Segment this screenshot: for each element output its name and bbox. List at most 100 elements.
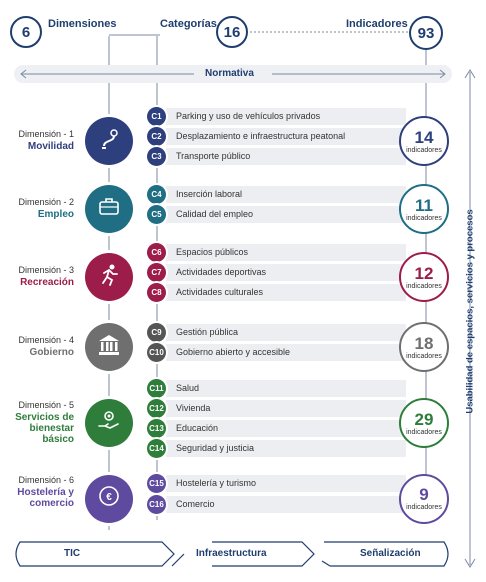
normativa-arrow bbox=[20, 69, 446, 79]
indicator-count: 14 bbox=[414, 127, 434, 147]
category-code: C9 bbox=[147, 323, 166, 342]
svg-text:€: € bbox=[106, 492, 112, 503]
indicator-count: 18 bbox=[414, 333, 434, 353]
category-code: C10 bbox=[147, 343, 166, 362]
dimensiones-count: 6 bbox=[10, 16, 42, 48]
infraestructura-label: Infraestructura bbox=[196, 548, 267, 559]
category-label: Calidad del empleo bbox=[176, 209, 254, 219]
dimension-number: Dimensión - 2 bbox=[18, 196, 74, 207]
categorias-label: Categorías bbox=[160, 18, 217, 30]
category-row-bg bbox=[166, 420, 406, 437]
indicadores-count: 93 bbox=[409, 16, 443, 50]
hand-gear-icon bbox=[96, 408, 122, 439]
category-label: Gestión pública bbox=[176, 327, 239, 337]
category-label: Vivienda bbox=[176, 403, 211, 413]
category-label: Transporte público bbox=[176, 151, 251, 161]
category-row-bg bbox=[166, 284, 406, 301]
map-route-icon bbox=[96, 126, 122, 157]
category-code: C13 bbox=[147, 419, 166, 438]
indicator-unit: indicadores bbox=[406, 504, 442, 511]
category-code: C1 bbox=[147, 107, 166, 126]
government-building-icon bbox=[96, 332, 122, 363]
category-label: Educación bbox=[176, 423, 219, 433]
category-label: Gobierno abierto y accesible bbox=[176, 347, 291, 357]
category-row-bg bbox=[166, 108, 406, 125]
indicator-unit: indicadores bbox=[406, 282, 442, 290]
category-row-bg bbox=[166, 186, 406, 203]
category-code: C5 bbox=[147, 205, 166, 224]
category-code: C16 bbox=[147, 495, 166, 514]
dimension-number: Dimensión - 4 bbox=[18, 334, 74, 345]
indicadores-label: Indicadores bbox=[346, 18, 408, 30]
category-row-bg bbox=[166, 148, 406, 165]
briefcase-icon bbox=[96, 194, 122, 225]
commerce-coins-icon: € bbox=[96, 483, 122, 514]
dimension-name: Gobierno bbox=[29, 346, 74, 358]
category-code: C8 bbox=[147, 283, 166, 302]
category-row-bg bbox=[166, 475, 406, 492]
category-row-bg bbox=[166, 400, 406, 417]
indicator-count: 12 bbox=[414, 263, 434, 283]
category-label: Desplazamiento e infraestructura peatona… bbox=[176, 131, 346, 141]
indicator-unit: indicadores bbox=[406, 214, 442, 222]
senalizacion-label: Señalización bbox=[360, 548, 421, 559]
category-row-bg bbox=[166, 344, 406, 361]
dimensiones-label: Dimensiones bbox=[48, 18, 117, 30]
dimension-number: Dimensión - 5 bbox=[18, 399, 74, 410]
bottom-arrows bbox=[15, 541, 449, 567]
dimension-name: Servicios de bienestar básico bbox=[15, 411, 74, 445]
dimension-circle bbox=[85, 185, 133, 233]
category-row-bg bbox=[166, 496, 406, 513]
category-label: Inserción laboral bbox=[176, 189, 243, 199]
category-row-bg bbox=[166, 128, 406, 145]
category-label: Actividades deportivas bbox=[176, 267, 267, 277]
category-row-bg bbox=[166, 244, 406, 261]
category-label: Parking y uso de vehículos privados bbox=[176, 111, 321, 121]
category-code: C2 bbox=[147, 127, 166, 146]
dimension-circle bbox=[85, 253, 133, 301]
category-code: C11 bbox=[147, 379, 166, 398]
category-code: C7 bbox=[147, 263, 166, 282]
dimension-name: Movilidad bbox=[27, 140, 74, 152]
dimension-circle bbox=[85, 117, 133, 165]
dimension-number: Dimensión - 3 bbox=[18, 264, 74, 275]
indicator-count-circle: 14 indicadores bbox=[399, 116, 449, 166]
category-row-bg bbox=[166, 264, 406, 281]
indicator-count-circle: 12 indicadores bbox=[399, 252, 449, 302]
normativa-band bbox=[14, 65, 452, 83]
category-row-bg bbox=[166, 380, 406, 397]
indicator-count-circle: 18 indicadores bbox=[399, 322, 449, 372]
category-code: C12 bbox=[147, 399, 166, 418]
dimension-name: Recreación bbox=[20, 276, 74, 288]
indicator-count-circle: 29 indicadores bbox=[399, 398, 449, 448]
running-person-icon bbox=[96, 262, 122, 293]
indicator-count: 9 bbox=[419, 485, 429, 504]
indicator-unit: indicadores bbox=[406, 428, 442, 436]
category-label: Hostelería y turismo bbox=[176, 478, 257, 488]
dimension-circle bbox=[85, 399, 133, 447]
dimension-circle bbox=[85, 323, 133, 371]
dimension-number: Dimensión - 6 bbox=[18, 475, 74, 485]
category-row-bg bbox=[166, 206, 406, 223]
category-code: C3 bbox=[147, 147, 166, 166]
indicator-unit: indicadores bbox=[406, 352, 442, 360]
category-code: C4 bbox=[147, 185, 166, 204]
normativa-label: Normativa bbox=[205, 68, 254, 79]
category-row-bg bbox=[166, 324, 406, 341]
categorias-count: 16 bbox=[216, 16, 248, 48]
dimension-name: Empleo bbox=[37, 208, 74, 220]
category-code: C14 bbox=[147, 439, 166, 458]
category-label: Espacios públicos bbox=[176, 247, 249, 257]
category-code: C6 bbox=[147, 243, 166, 262]
indicator-count: 29 bbox=[414, 409, 434, 429]
tic-label: TIC bbox=[64, 548, 81, 559]
usabilidad-label: Usabilidad de espacios, servicios y proc… bbox=[464, 209, 476, 414]
indicator-count-circle: 9 indicadores bbox=[399, 473, 449, 524]
category-label: Seguridad y justicia bbox=[176, 443, 255, 453]
indicator-unit: indicadores bbox=[406, 146, 442, 154]
indicator-count: 11 bbox=[415, 195, 433, 215]
dimension-name: Hostelería y comercio bbox=[17, 487, 74, 509]
category-code: C15 bbox=[147, 474, 166, 493]
category-label: Salud bbox=[176, 383, 200, 393]
category-row-bg bbox=[166, 440, 406, 457]
